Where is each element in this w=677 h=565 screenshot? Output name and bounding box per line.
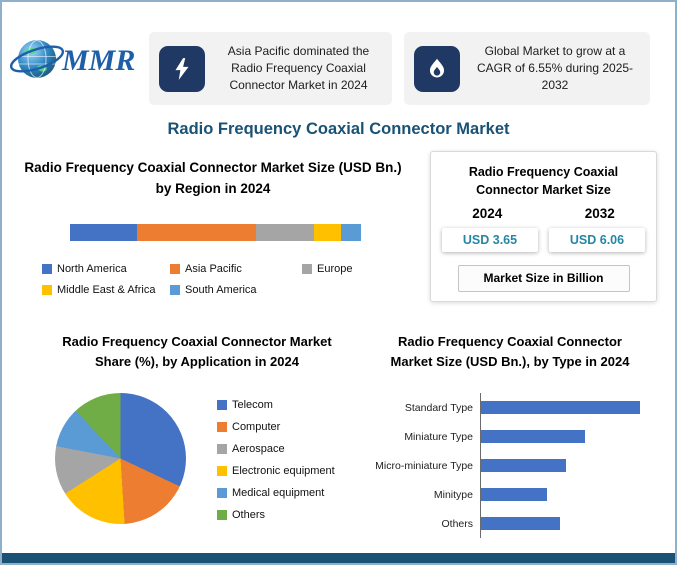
flame-icon [414,45,460,92]
logo-text: MMR [61,44,135,77]
bar-row-miniature-type: Miniature Type [368,422,656,451]
application-legend-item-electronic-equipment: Electronic equipment [217,465,335,477]
bar-category-label: Minitype [433,488,473,501]
legend-swatch-icon [217,422,227,432]
legend-label: Europe [317,263,353,275]
legend-swatch-icon [217,400,227,410]
region-segment-middle-east-africa [314,224,341,241]
bar-track [480,393,656,422]
legend-swatch-icon [217,488,227,498]
bar-minitype [481,488,547,501]
mmr-logo: MMR [9,26,148,90]
legend-label: Medical equipment [232,487,325,499]
bar-row-minitype: Minitype [368,480,656,509]
legend-swatch-icon [217,510,227,520]
bar-track [480,509,656,538]
application-legend-item-telecom: Telecom [217,399,335,411]
application-legend-item-computer: Computer [217,421,335,433]
type-bar-chart: Standard Type Miniature Type Micro-miniatu… [368,393,656,538]
legend-swatch-icon [170,264,180,274]
bar-micro-miniature-type [481,459,567,472]
bar-track [480,451,656,480]
card-years: 2024 2032 [431,206,656,221]
region-legend: North America Asia Pacific Europe Middle Ea… [42,263,390,296]
bar-row-standard-type: Standard Type [368,393,656,422]
card-title: Radio Frequency Coaxial Connector Market… [468,165,619,198]
callout-text: Asia Pacific dominated the Radio Frequen… [227,43,370,93]
bar-category-label: Others [441,517,473,530]
lightning-icon [159,45,205,92]
callout-text: Global Market to grow at a CAGR of 6.55%… [476,43,634,93]
legend-swatch-icon [42,285,52,295]
bar-miniature-type [481,430,585,443]
legend-label: Computer [232,421,281,433]
legend-label: North America [57,263,127,275]
application-legend-item-others: Others [217,509,335,521]
bar-category-label: Miniature Type [404,430,473,443]
region-legend-item-north-america: North America [42,263,170,275]
legend-swatch-icon [302,264,312,274]
legend-label: Telecom [232,399,273,411]
globe-icon: MMR [9,40,135,78]
bar-row-others: Others [368,509,656,538]
region-segment-asia-pacific [136,224,257,241]
region-legend-item-middle-east-africa: Middle East & Africa [42,284,170,296]
legend-swatch-icon [42,264,52,274]
type-chart-title: Radio Frequency Coaxial Connector Market… [390,334,630,370]
region-legend-item-europe: Europe [302,263,390,275]
legend-label: Middle East & Africa [57,284,156,296]
application-chart-title: Radio Frequency Coaxial Connector Market… [62,334,332,370]
legend-label: Aerospace [232,443,285,455]
card-values: USD 3.65 USD 6.06 [431,228,656,253]
region-stacked-bar [70,224,362,241]
callout-cagr: Global Market to grow at a CAGR of 6.55%… [404,32,650,105]
region-legend-item-asia-pacific: Asia Pacific [170,263,302,275]
region-segment-south-america [340,224,362,241]
bar-row-micro-miniature-type: Micro-miniature Type [368,451,656,480]
region-segment-europe [256,224,315,241]
region-segment-north-america [70,224,137,241]
page-title: Radio Frequency Coaxial Connector Market [167,120,510,138]
year-2024-label: 2024 [472,206,503,222]
legend-swatch-icon [217,444,227,454]
bar-standard-type [481,401,640,414]
value-2024: USD 3.65 [442,228,538,253]
legend-label: Electronic equipment [232,465,335,477]
legend-swatch-icon [217,466,227,476]
legend-label: Asia Pacific [185,263,242,275]
value-2032: USD 6.06 [549,228,645,253]
legend-label: South America [185,284,257,296]
bar-category-label: Standard Type [404,401,473,414]
callout-asia-pacific: Asia Pacific dominated the Radio Frequen… [149,32,392,105]
market-size-card: Radio Frequency Coaxial Connector Market… [430,151,657,302]
market-size-unit-label: Market Size in Billion [457,265,630,293]
application-legend-item-aerospace: Aerospace [217,443,335,455]
legend-label: Others [232,509,266,521]
application-legend: Telecom Computer Aerospace Electronic equip… [217,399,335,521]
bar-track [480,422,656,451]
application-legend-item-medical-equipment: Medical equipment [217,487,335,499]
bar-category-label: Micro-miniature Type [375,459,473,472]
application-pie-chart [55,393,186,524]
bar-track [480,480,656,509]
legend-swatch-icon [170,285,180,295]
region-legend-item-south-america: South America [170,284,302,296]
bar-others [481,517,560,530]
bottom-accent-bar [2,553,675,563]
year-2032-label: 2032 [584,206,615,222]
region-chart-title: Radio Frequency Coaxial Connector Market… [24,160,402,196]
